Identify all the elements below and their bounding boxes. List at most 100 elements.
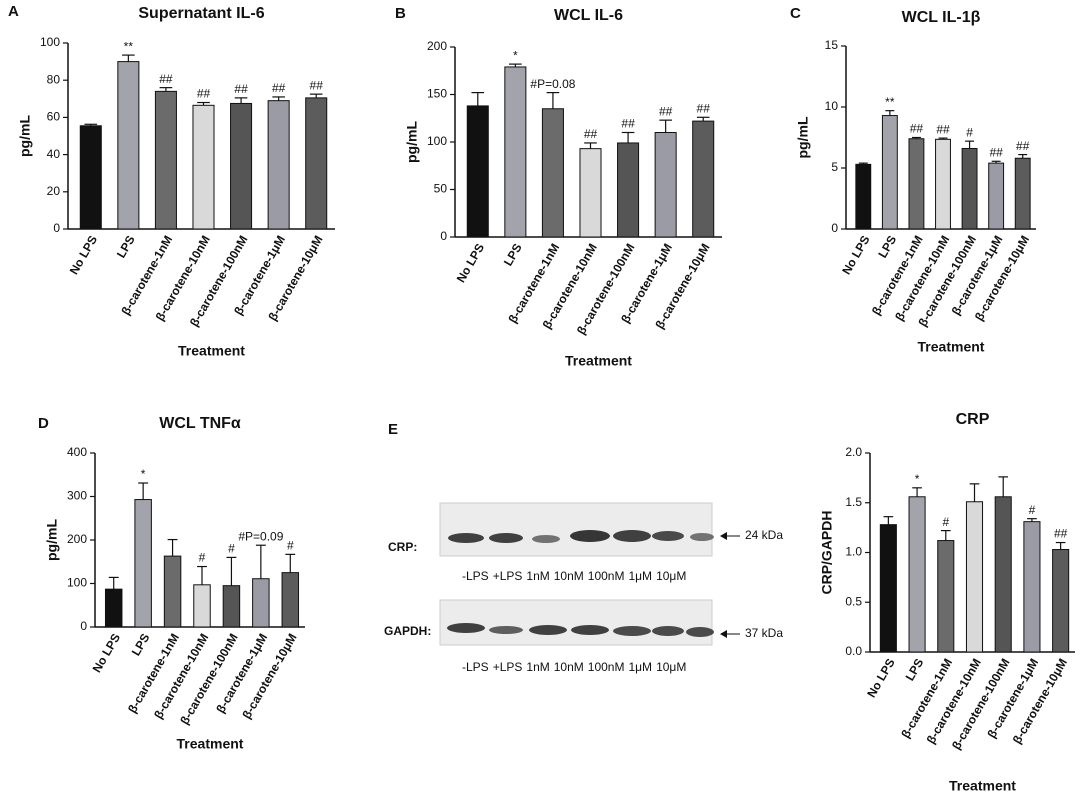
annotation: ## [310,78,324,92]
annotation: ## [159,72,173,86]
bar [104,588,123,628]
annotation: # [942,515,949,529]
y-tick-label: 100 [40,35,60,49]
band [652,626,684,636]
y-tick-label: 1.5 [845,495,862,509]
annotation: ** [124,39,134,53]
y-axis-label: CRP/GAPDH [819,510,835,594]
annotation: ## [1016,139,1030,153]
y-tick-label: 0 [440,229,447,243]
bar [163,555,182,628]
annotation: # [1029,503,1036,517]
annotation: # [228,542,235,556]
y-axis-label: pg/mL [17,115,33,157]
bar [961,147,978,230]
y-tick-label: 400 [67,445,87,459]
band [489,533,523,543]
arrow-head [720,532,727,540]
lane-label: 10nM [554,660,584,674]
y-axis-label: pg/mL [404,121,420,163]
bar [617,142,640,238]
y-tick-label: 80 [47,72,61,86]
bar [193,584,211,628]
y-tick-label: 150 [427,87,447,101]
bar [230,102,253,230]
bar [305,97,328,230]
annotation: # [966,125,973,139]
bar [692,120,715,238]
row-label: CRP: [388,540,417,554]
y-axis-label: pg/mL [44,519,60,561]
y-tick-label: 0 [53,221,60,235]
band [448,533,484,543]
y-tick-label: 0 [80,619,87,633]
lane-label: +LPS [493,660,523,674]
bar [134,499,152,628]
y-tick-label: 0.5 [845,594,862,608]
annotation: ## [272,81,286,95]
band [529,625,567,635]
y-tick-label: 10 [825,99,839,113]
y-tick-label: 300 [67,489,87,503]
bar [654,132,677,238]
band [570,530,610,542]
lane-label: -LPS [462,569,489,583]
gapdh-bands [447,623,714,637]
bar [192,104,215,230]
band [447,623,485,633]
bar [855,163,872,230]
y-tick-label: 5 [831,160,838,174]
lane-label: 100nM [588,569,625,583]
bar [267,100,290,230]
y-tick-label: 100 [67,576,87,590]
bar [994,496,1012,653]
bar [281,572,300,628]
bar [252,578,270,628]
annotation: * [141,467,146,481]
y-tick-label: 100 [427,134,447,148]
panel-letter: C [790,5,801,22]
arrow-head [720,630,727,638]
annotation: ## [234,82,248,96]
bar [908,496,926,653]
blot-membrane [439,502,713,557]
size-label: 37 kDa [745,626,783,640]
bar [1023,521,1041,653]
annotation: ## [584,127,598,141]
annotation: ## [621,117,635,131]
row-label: GAPDH: [384,624,431,638]
lane-label: 10μM [656,660,686,674]
y-tick-label: 40 [47,147,61,161]
band [652,531,684,541]
lane-label: 10nM [554,569,584,583]
bar [579,148,602,238]
chart-title: WCL TNFα [159,415,241,432]
annotation: ## [659,104,673,118]
y-tick-label: 0.0 [845,644,862,658]
band [690,533,714,541]
bar [935,138,951,230]
annotation: #P=0.09 [238,529,283,543]
annotation: * [915,472,920,486]
annotation: ## [1054,527,1068,541]
chart-title: WCL IL-6 [554,7,623,24]
annotation: ## [197,87,211,101]
bar [908,138,925,230]
y-tick-label: 20 [47,184,61,198]
y-tick-label: 200 [427,39,447,53]
x-axis-label: Treatment [949,778,1016,794]
blot-membrane [439,599,713,646]
y-tick-label: 15 [825,38,839,52]
annotation: ## [989,145,1003,159]
western-blot: E CRP: GAPDH: 24 kDa 37 kDa [384,421,783,646]
band [613,530,651,542]
chart-title: CRP [956,411,990,428]
y-tick-label: 60 [47,110,61,124]
annotation: ## [936,122,950,136]
crp-bands [448,530,714,543]
bar [937,540,955,653]
size-label: 24 kDa [745,528,783,542]
lane-label: -LPS [462,660,489,674]
lane-label: 10μM [656,569,686,583]
y-axis-label: pg/mL [795,116,811,158]
